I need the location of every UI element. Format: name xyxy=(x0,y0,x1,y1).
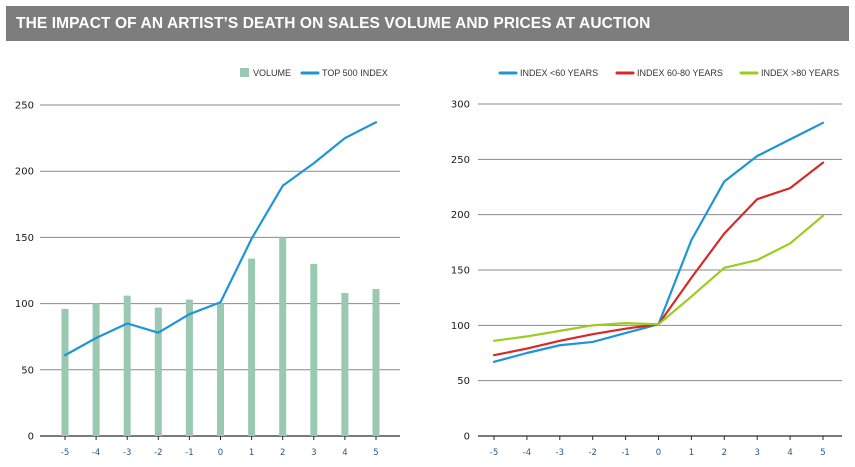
bar-volume xyxy=(279,237,287,436)
legend-label: TOP 500 INDEX xyxy=(322,68,388,78)
x-tick-label: -3 xyxy=(556,448,564,458)
x-tick-label: 2 xyxy=(722,448,727,458)
bar-volume xyxy=(310,263,318,436)
y-tick-label: 200 xyxy=(15,167,34,178)
x-tick-label: -1 xyxy=(621,448,629,458)
y-tick-label: 50 xyxy=(457,376,470,387)
x-tick-label: 1 xyxy=(689,448,694,458)
x-tick-label: 4 xyxy=(787,448,792,458)
y-tick-label: 100 xyxy=(15,299,34,310)
y-tick-label: 200 xyxy=(451,210,470,221)
y-tick-label: 50 xyxy=(21,365,34,376)
x-tick-label: 2 xyxy=(280,448,285,458)
y-tick-label: 150 xyxy=(451,266,470,277)
series-line-b6080 xyxy=(492,161,825,357)
x-tick-label: 5 xyxy=(820,448,825,458)
bar-volume xyxy=(372,289,380,436)
x-tick-label: 4 xyxy=(342,448,347,458)
y-tick-label: 250 xyxy=(15,101,34,112)
bar-volume xyxy=(217,303,224,436)
bar-volume xyxy=(341,293,349,436)
legend-swatch xyxy=(240,68,249,77)
x-tick-label: 3 xyxy=(754,448,759,458)
legend-label: INDEX <60 YEARS xyxy=(520,68,598,78)
x-tick-label: 0 xyxy=(656,448,661,458)
legend-label: INDEX >80 YEARS xyxy=(761,68,839,78)
bar-volume xyxy=(248,258,256,436)
y-tick-label: 0 xyxy=(28,432,34,443)
x-tick-label: -4 xyxy=(523,448,531,458)
legend-label: VOLUME xyxy=(253,68,291,78)
x-tick-label: -5 xyxy=(490,448,498,458)
title-bar: THE IMPACT OF AN ARTIST’S DEATH ON SALES… xyxy=(6,6,849,41)
y-tick-label: 250 xyxy=(451,155,470,166)
x-tick-label: 0 xyxy=(218,448,223,458)
y-tick-label: 150 xyxy=(15,233,34,244)
y-tick-label: 0 xyxy=(464,432,470,443)
y-tick-label: 100 xyxy=(451,321,470,332)
bar-volume xyxy=(123,295,131,436)
x-tick-label: 1 xyxy=(249,448,254,458)
x-tick-label: -2 xyxy=(588,448,596,458)
bar-volume xyxy=(154,307,162,436)
legend-label: INDEX 60-80 YEARS xyxy=(637,68,723,78)
series-line-gt80 xyxy=(492,214,825,342)
x-tick-label: -3 xyxy=(123,448,131,458)
bar-volume xyxy=(185,299,193,436)
x-tick-label: 3 xyxy=(311,448,316,458)
x-tick-label: 5 xyxy=(373,448,378,458)
series-line-lt60 xyxy=(492,121,825,363)
x-tick-label: -1 xyxy=(185,448,193,458)
x-tick-label: -5 xyxy=(61,448,69,458)
bar-volume xyxy=(61,308,69,436)
bar-volume xyxy=(92,303,100,436)
chart-title: THE IMPACT OF AN ARTIST’S DEATH ON SALES… xyxy=(16,15,651,32)
x-tick-label: -4 xyxy=(92,448,100,458)
y-tick-label: 300 xyxy=(451,100,470,111)
series-line-top500 xyxy=(63,121,378,357)
x-tick-label: -2 xyxy=(154,448,162,458)
